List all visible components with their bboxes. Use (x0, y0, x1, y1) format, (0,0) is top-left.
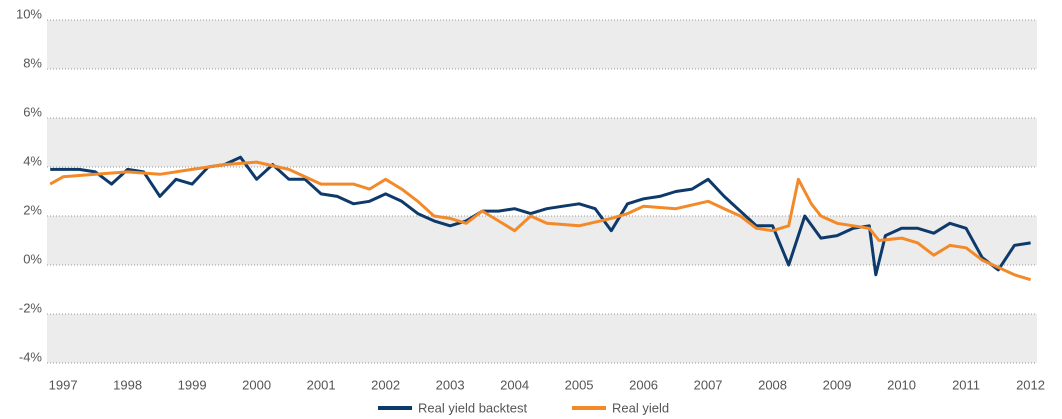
legend-label: Real yield backtest (418, 400, 527, 415)
y-tick-label: -2% (19, 300, 43, 315)
y-tick-label: 2% (23, 202, 42, 217)
grid-band (47, 20, 1037, 69)
x-tick-label: 2009 (823, 377, 852, 392)
x-tick-label: 1998 (113, 377, 142, 392)
y-tick-label: 4% (23, 153, 42, 168)
y-tick-label: -4% (19, 349, 43, 364)
x-tick-label: 2000 (242, 377, 271, 392)
grid-band (47, 314, 1037, 363)
x-tick-label: 2010 (887, 377, 916, 392)
y-tick-label: 6% (23, 104, 42, 119)
x-tick-label: 2007 (694, 377, 723, 392)
y-tick-label: 0% (23, 251, 42, 266)
x-tick-label: 2006 (629, 377, 658, 392)
x-tick-label: 1999 (178, 377, 207, 392)
y-tick-label: 10% (16, 6, 42, 21)
series-line (49, 160, 1032, 282)
legend-label: Real yield (612, 400, 669, 415)
x-tick-label: 2004 (500, 377, 529, 392)
x-tick-label: 2002 (371, 377, 400, 392)
x-tick-label: 2011 (952, 377, 980, 392)
x-tick-label: 2012 (1016, 377, 1045, 392)
y-tick-label: 8% (23, 55, 42, 70)
x-tick-label: 2008 (758, 377, 787, 392)
x-tick-label: 2001 (307, 377, 336, 392)
x-tick-label: 2003 (436, 377, 465, 392)
grid-band (47, 118, 1037, 167)
x-tick-label: 1997 (49, 377, 78, 392)
x-tick-label: 2005 (565, 377, 594, 392)
